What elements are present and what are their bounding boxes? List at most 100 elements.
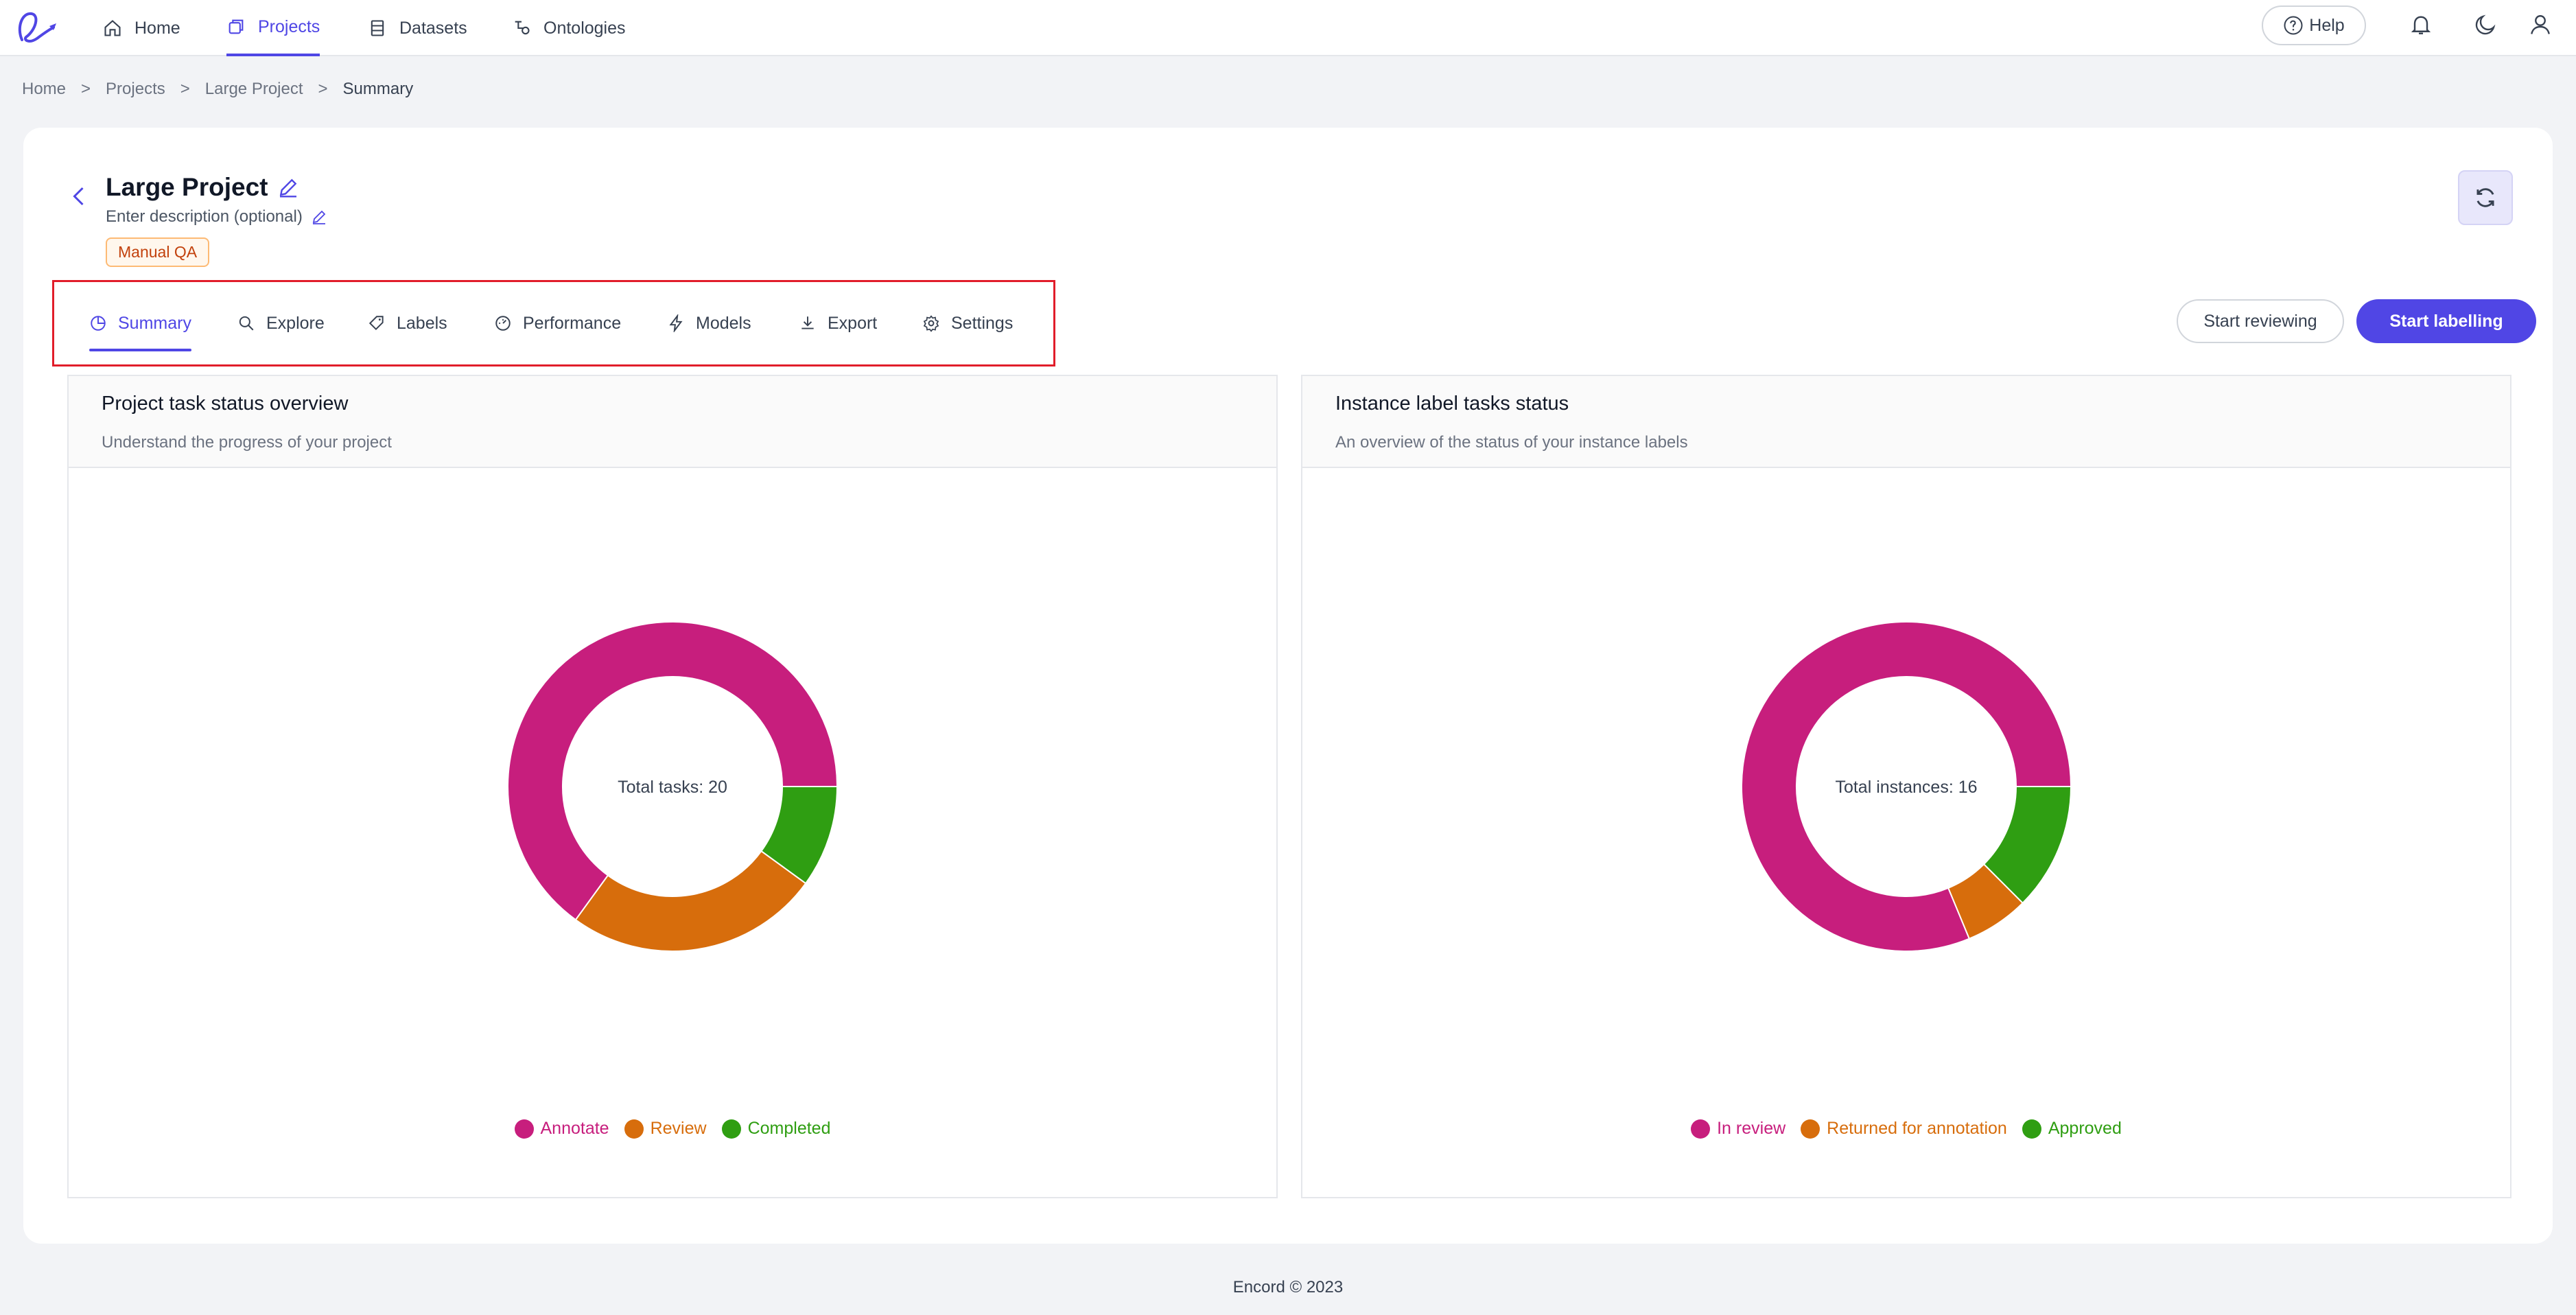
task-status-panel: Project task status overview Understand … (67, 375, 1278, 1198)
donut-slice-in-review[interactable] (1741, 621, 2072, 952)
project-title-text: Large Project (106, 173, 268, 201)
legend-label: In review (1717, 1119, 1786, 1138)
tag-icon (368, 316, 384, 331)
tab-performance[interactable]: Performance (494, 299, 621, 347)
projects-icon (229, 19, 244, 34)
legend-item-review[interactable]: Review (624, 1119, 707, 1139)
project-title: Large Project (106, 173, 299, 202)
instance-status-donut-chart: Total instances: 16 (1741, 621, 2072, 952)
legend-item-completed[interactable]: Completed (721, 1119, 831, 1139)
search-icon (239, 316, 254, 331)
tab-labels[interactable]: Labels (368, 299, 447, 347)
dashboard-icon (495, 316, 511, 331)
user-icon[interactable] (2528, 12, 2553, 37)
refresh-button[interactable] (2458, 170, 2513, 225)
panel-header: Instance label tasks status An overview … (1302, 376, 2510, 468)
tab-settings[interactable]: Settings (922, 299, 1013, 347)
refresh-icon (2477, 188, 2494, 207)
ontologies-icon (515, 21, 530, 35)
nav-projects[interactable]: Projects (226, 0, 320, 56)
edit-description-icon[interactable] (311, 209, 327, 225)
breadcrumb: Home > Projects > Large Project > Summar… (22, 80, 413, 99)
legend-label: Completed (747, 1119, 831, 1138)
tab-settings-label: Settings (951, 313, 1014, 333)
tab-models[interactable]: Models (667, 299, 751, 347)
donut-center-label: Total tasks: 20 (618, 778, 727, 797)
legend-dot (514, 1119, 534, 1139)
tab-labels-label: Labels (397, 313, 447, 333)
legend-dot (1801, 1119, 1820, 1139)
lightning-icon (669, 314, 683, 332)
legend-label: Annotate (540, 1119, 609, 1138)
start-reviewing-button[interactable]: Start reviewing (2177, 299, 2344, 343)
datasets-icon (371, 20, 384, 36)
footer-copyright: Encord © 2023 (1232, 1278, 1344, 1296)
tabs-highlight-box (52, 280, 1055, 366)
instance-status-panel: Instance label tasks status An overview … (1301, 375, 2511, 1198)
nav-ontologies[interactable]: Ontologies (512, 0, 626, 56)
tab-models-label: Models (696, 313, 751, 333)
legend-label: Approved (2048, 1119, 2122, 1138)
tab-export[interactable]: Export (799, 299, 877, 347)
project-description-text[interactable]: Enter description (optional) (106, 207, 303, 226)
breadcrumb-large-project[interactable]: Large Project (204, 80, 303, 98)
help-label: Help (2309, 15, 2345, 35)
nav-home[interactable]: Home (103, 0, 180, 56)
encord-logo-icon[interactable] (15, 7, 60, 48)
panel-subtitle: Understand the progress of your project (102, 433, 392, 452)
nav-datasets-label: Datasets (399, 18, 467, 38)
tab-explore[interactable]: Explore (237, 299, 325, 347)
donut-slice-completed[interactable] (760, 786, 839, 885)
tab-explore-label: Explore (266, 313, 325, 333)
pie-chart-icon (91, 316, 106, 331)
legend-item-in-review[interactable]: In review (1691, 1119, 1785, 1139)
tab-performance-label: Performance (523, 313, 622, 333)
question-circle-icon (2284, 16, 2303, 35)
tab-summary[interactable]: Summary (89, 299, 191, 351)
nav-datasets[interactable]: Datasets (368, 0, 467, 56)
panel-subtitle: An overview of the status of your instan… (1335, 433, 1688, 452)
download-icon (801, 316, 814, 329)
panel-title: Project task status overview (102, 393, 349, 415)
donut-slice-review[interactable] (574, 850, 807, 952)
edit-title-icon[interactable] (277, 176, 299, 198)
project-card: Large Project Enter description (optiona… (23, 128, 2553, 1244)
breadcrumb-separator: > (318, 80, 328, 98)
legend-dot (2022, 1119, 2041, 1139)
task-status-donut-chart: Total tasks: 20 (507, 621, 839, 952)
breadcrumb-projects[interactable]: Projects (106, 80, 165, 98)
breadcrumb-summary: Summary (342, 80, 414, 98)
donut-center-label: Total instances: 16 (1835, 778, 1977, 797)
workflow-badge: Manual QA (106, 237, 210, 267)
legend-dot (624, 1119, 644, 1139)
nav-home-label: Home (134, 18, 180, 38)
home-icon (104, 20, 121, 36)
tab-export-label: Export (828, 313, 878, 333)
nav-ontologies-label: Ontologies (543, 18, 626, 38)
legend-label: Review (650, 1119, 707, 1138)
bell-icon[interactable] (2409, 12, 2433, 37)
donut-slice-approved[interactable] (1982, 786, 2072, 905)
help-button[interactable]: Help (2262, 5, 2366, 45)
nav-projects-label: Projects (258, 16, 320, 36)
legend-item-approved[interactable]: Approved (2022, 1119, 2122, 1139)
panel-header: Project task status overview Understand … (69, 376, 1276, 468)
legend-label: Returned for annotation (1827, 1119, 2007, 1138)
start-labelling-button[interactable]: Start labelling (2356, 299, 2536, 343)
gear-icon (923, 315, 939, 332)
legend-item-annotate[interactable]: Annotate (514, 1119, 609, 1139)
top-navigation: Home Projects Datasets Ontologies Help (0, 0, 2576, 56)
back-arrow-icon[interactable] (67, 184, 92, 209)
moon-icon[interactable] (2473, 12, 2498, 37)
breadcrumb-home[interactable]: Home (22, 80, 67, 98)
instance-status-legend: In review Returned for annotation Approved (1302, 1119, 2510, 1139)
task-status-legend: Annotate Review Completed (69, 1119, 1276, 1139)
panel-title: Instance label tasks status (1335, 393, 1569, 415)
legend-dot (1691, 1119, 1711, 1139)
legend-item-returned-for-annotation[interactable]: Returned for annotation (1801, 1119, 2007, 1139)
legend-dot (721, 1119, 741, 1139)
breadcrumb-separator: > (81, 80, 91, 98)
project-description: Enter description (optional) (106, 207, 327, 226)
donut-slice-annotate[interactable] (507, 621, 839, 921)
tab-summary-label: Summary (118, 313, 191, 333)
